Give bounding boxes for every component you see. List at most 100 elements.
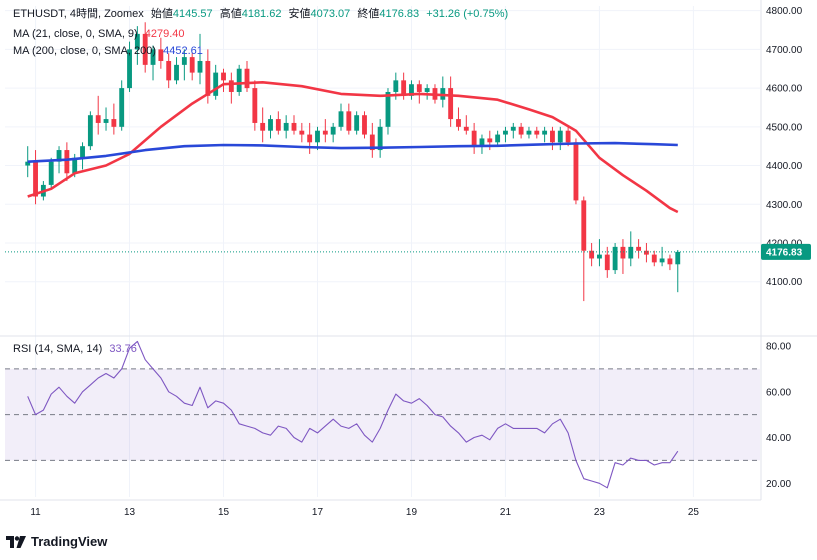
candle-body <box>291 122 297 131</box>
low-label: 安値 <box>288 8 311 20</box>
candle-body <box>487 138 493 143</box>
candle-body <box>675 251 681 265</box>
tradingview-logo[interactable]: TradingView <box>6 534 107 549</box>
candle <box>550 126 555 151</box>
candle <box>95 95 101 135</box>
candle-body <box>550 130 555 143</box>
candle-body <box>158 49 164 61</box>
high-value: 4181.62 <box>241 8 282 20</box>
rsi-label: RSI (14, SMA, 14) <box>13 343 103 355</box>
candle <box>362 111 367 139</box>
candle <box>589 242 595 267</box>
time-tick-label: 21 <box>500 507 512 518</box>
candle-body <box>80 146 85 158</box>
candle-body <box>213 72 219 96</box>
price-tick-label: 4400.00 <box>766 161 803 172</box>
candle-body <box>659 258 665 263</box>
candle <box>330 122 336 143</box>
candle-body <box>612 246 618 271</box>
candle <box>87 111 93 151</box>
candle-body <box>565 130 571 143</box>
price-tick-label: 4700.00 <box>766 45 803 56</box>
candle <box>127 41 132 92</box>
candle-body <box>119 88 125 127</box>
candle <box>150 45 156 81</box>
candle-body <box>134 33 140 50</box>
candle <box>111 103 117 135</box>
candle-body <box>573 142 579 201</box>
close-label: 終値 <box>357 8 380 20</box>
candle <box>189 53 195 81</box>
open-value: 4145.57 <box>172 8 213 20</box>
ma21-legend[interactable]: MA (21, close, 0, SMA, 9) 4279.40 <box>13 28 189 41</box>
candle-body <box>64 150 70 174</box>
candle <box>644 242 649 263</box>
candle-body <box>526 130 532 135</box>
candle <box>604 246 610 278</box>
candle-body <box>644 250 649 255</box>
ma200-legend[interactable]: MA (200, close, 0, SMA, 200) 4452.61 <box>13 45 207 58</box>
candle-body <box>307 134 313 143</box>
candle-body <box>33 161 38 197</box>
candle <box>221 68 226 92</box>
moving-average-lines <box>27 81 679 214</box>
candle-body <box>651 254 657 263</box>
candle-body <box>95 115 101 123</box>
ma21-value: 4279.40 <box>144 28 185 40</box>
candle-body <box>534 130 540 135</box>
candle <box>354 111 360 135</box>
candle-body <box>181 57 187 65</box>
candle <box>260 107 266 143</box>
candle-body <box>416 84 422 92</box>
change-value: +31.26 (+0.75%) <box>426 8 509 20</box>
candle-body <box>221 72 226 81</box>
candle <box>526 126 532 139</box>
rsi-line-layer <box>27 340 679 489</box>
candle <box>228 72 234 104</box>
candle-body <box>557 130 563 143</box>
rsi-legend[interactable]: RSI (14, SMA, 14) 33.76 <box>13 343 141 356</box>
candle-body <box>369 134 375 151</box>
candle-body <box>111 119 117 127</box>
close-value: 4176.83 <box>379 8 420 20</box>
candle <box>64 142 70 182</box>
candle-body <box>142 33 148 65</box>
candle-body <box>197 60 203 73</box>
rsi-line <box>27 340 679 489</box>
candle-body <box>299 130 305 135</box>
time-tick-label: 19 <box>406 507 418 518</box>
candle <box>322 119 328 143</box>
candle-body <box>275 119 281 131</box>
candle <box>518 122 524 139</box>
symbol-label[interactable]: ETHUSDT, 4時間, Zoomex <box>13 8 144 20</box>
candle-body <box>401 80 407 96</box>
price-tick-label: 4500.00 <box>766 122 803 133</box>
candle <box>174 57 179 85</box>
candle <box>612 242 618 274</box>
candle <box>424 84 430 100</box>
price-tick-label: 4100.00 <box>766 277 803 288</box>
candle-body <box>542 130 548 135</box>
last-price-tag <box>761 243 811 260</box>
rsi-pane <box>5 368 760 461</box>
time-tick-label: 17 <box>312 507 324 518</box>
candle-body <box>166 60 172 81</box>
candle-body <box>581 200 587 251</box>
candle-body <box>393 80 399 92</box>
open-label: 始値 <box>150 8 173 20</box>
rsi-tick-label: 20.00 <box>766 479 791 490</box>
candle <box>456 107 461 131</box>
candle-body <box>628 246 634 259</box>
candle <box>119 80 125 131</box>
candle-body <box>667 258 673 265</box>
ma200-label: MA (200, close, 0, SMA, 200) <box>13 45 157 57</box>
candle <box>651 250 657 267</box>
candle-body <box>620 246 626 259</box>
candle-body <box>244 68 250 89</box>
rsi-tick-label: 60.00 <box>766 387 791 398</box>
candle <box>346 103 352 135</box>
candle <box>338 103 344 131</box>
time-tick-label: 11 <box>30 507 41 518</box>
candle-body <box>56 150 62 162</box>
